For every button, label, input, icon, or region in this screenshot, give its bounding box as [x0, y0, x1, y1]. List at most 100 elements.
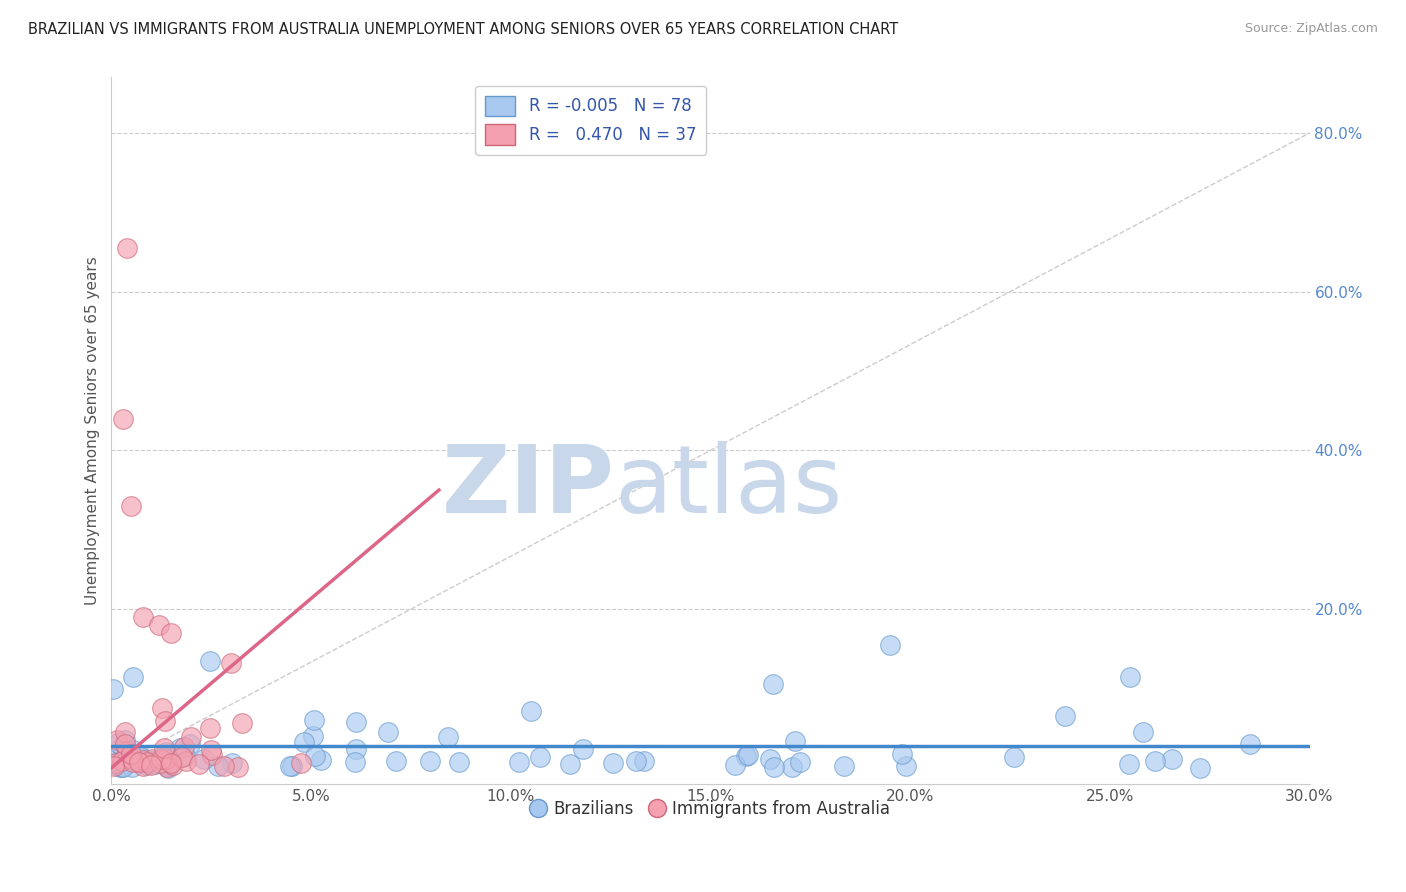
Point — [117, 241, 139, 255]
Point — [762, 676, 785, 690]
Point — [141, 758, 163, 772]
Point — [290, 756, 312, 771]
Point — [155, 745, 177, 759]
Point — [104, 756, 127, 770]
Point — [128, 756, 150, 770]
Point — [148, 618, 170, 632]
Point — [150, 701, 173, 715]
Point — [120, 499, 142, 513]
Point — [134, 752, 156, 766]
Point — [1160, 752, 1182, 766]
Point — [112, 744, 135, 758]
Point — [179, 737, 201, 751]
Point — [1054, 708, 1077, 723]
Point — [302, 729, 325, 743]
Point — [114, 732, 136, 747]
Point — [104, 756, 127, 771]
Point — [115, 744, 138, 758]
Point — [832, 759, 855, 773]
Point — [122, 743, 145, 757]
Point — [114, 746, 136, 760]
Point — [176, 754, 198, 768]
Point — [520, 704, 543, 718]
Point — [377, 725, 399, 739]
Point — [304, 749, 326, 764]
Point — [304, 714, 326, 728]
Point — [174, 748, 197, 763]
Point — [122, 670, 145, 684]
Point — [344, 742, 367, 756]
Text: atlas: atlas — [614, 441, 842, 533]
Point — [114, 725, 136, 739]
Point — [107, 736, 129, 750]
Point — [1189, 761, 1212, 775]
Point — [157, 760, 180, 774]
Point — [780, 760, 803, 774]
Point — [101, 681, 124, 696]
Point — [437, 730, 460, 744]
Point — [198, 722, 221, 736]
Point — [292, 735, 315, 749]
Point — [104, 756, 127, 771]
Point — [121, 754, 143, 768]
Point — [132, 610, 155, 624]
Point — [153, 741, 176, 756]
Point — [114, 737, 136, 751]
Point — [785, 734, 807, 748]
Point — [447, 755, 470, 769]
Point — [891, 747, 914, 761]
Point — [602, 756, 624, 771]
Point — [121, 751, 143, 765]
Point — [1002, 749, 1025, 764]
Point — [1132, 725, 1154, 739]
Point — [121, 760, 143, 774]
Point — [136, 756, 159, 771]
Point — [572, 741, 595, 756]
Point — [384, 754, 406, 768]
Point — [1239, 737, 1261, 751]
Point — [145, 753, 167, 767]
Point — [737, 747, 759, 762]
Point — [135, 758, 157, 772]
Point — [207, 759, 229, 773]
Point — [624, 754, 647, 768]
Point — [173, 740, 195, 755]
Point — [723, 757, 745, 772]
Point — [879, 638, 901, 652]
Point — [311, 753, 333, 767]
Text: Source: ZipAtlas.com: Source: ZipAtlas.com — [1244, 22, 1378, 36]
Point — [226, 760, 249, 774]
Point — [131, 759, 153, 773]
Text: BRAZILIAN VS IMMIGRANTS FROM AUSTRALIA UNEMPLOYMENT AMONG SENIORS OVER 65 YEARS : BRAZILIAN VS IMMIGRANTS FROM AUSTRALIA U… — [28, 22, 898, 37]
Point — [633, 754, 655, 768]
Point — [1118, 756, 1140, 771]
Point — [110, 760, 132, 774]
Point — [156, 760, 179, 774]
Point — [122, 755, 145, 769]
Point — [162, 758, 184, 772]
Point — [112, 751, 135, 765]
Point — [107, 733, 129, 747]
Point — [110, 756, 132, 770]
Point — [103, 758, 125, 772]
Point — [149, 756, 172, 770]
Legend: Brazilians, Immigrants from Australia: Brazilians, Immigrants from Australia — [524, 794, 896, 825]
Point — [155, 749, 177, 764]
Point — [201, 748, 224, 763]
Point — [110, 759, 132, 773]
Point — [103, 744, 125, 758]
Point — [188, 756, 211, 771]
Point — [1143, 755, 1166, 769]
Point — [169, 741, 191, 756]
Point — [120, 747, 142, 761]
Point — [280, 759, 302, 773]
Point — [1119, 670, 1142, 684]
Point — [558, 756, 581, 771]
Point — [734, 748, 756, 763]
Point — [135, 755, 157, 769]
Point — [128, 755, 150, 769]
Point — [193, 752, 215, 766]
Point — [221, 756, 243, 771]
Point — [896, 759, 918, 773]
Point — [419, 755, 441, 769]
